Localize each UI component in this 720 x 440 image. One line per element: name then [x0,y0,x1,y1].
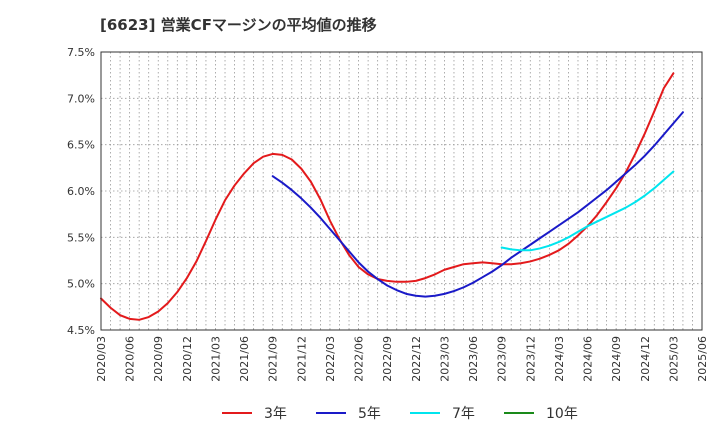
x-axis: 2020/03 2020/06 2020/09 2020/12 2021/03 2021/… [95,336,709,382]
legend-label-2: 5年 [358,406,381,422]
legend-label-4: 10年 [546,406,578,422]
series-line-1 [100,72,675,321]
y-tick-label: 6.5% [67,139,95,152]
y-tick-label: 7.5% [67,46,95,59]
x-tick-label: 2022/12 [410,336,423,382]
x-tick-label: 2024/09 [610,336,623,382]
x-tick-label: 2020/03 [95,336,108,382]
x-tick-label: 2022/06 [353,336,366,382]
series-layer [100,72,684,321]
x-tick-label: 2023/03 [438,336,451,382]
grid-layer [101,52,702,330]
x-tick-label: 2023/09 [496,336,509,382]
y-tick-label: 5.5% [67,231,95,244]
legend-label-3: 7年 [452,406,475,422]
x-tick-label: 2020/09 [152,336,165,382]
x-tick-label: 2024/03 [553,336,566,382]
series-line-2 [271,111,684,298]
x-tick-label: 2020/12 [181,336,194,382]
x-tick-label: 2020/06 [124,336,137,382]
x-tick-label: 2021/09 [267,336,280,382]
x-tick-label: 2021/03 [209,336,222,382]
x-tick-label: 2024/06 [582,336,595,382]
plot-frame [100,51,703,331]
x-tick-label: 2025/06 [696,336,709,382]
series-line-3 [500,170,675,252]
x-tick-label: 2025/03 [667,336,680,382]
x-tick-label: 2022/09 [381,336,394,382]
x-tick-label: 2023/06 [467,336,480,382]
legend: 3年 5年 7年 10年 [222,406,578,422]
y-tick-label: 6.0% [67,185,95,198]
y-tick-label: 4.5% [67,324,95,337]
x-tick-label: 2022/03 [324,336,337,382]
y-axis: 4.5% 5.0% 5.5% 6.0% 6.5% 7.0% 7.5% [67,46,95,337]
x-tick-label: 2023/12 [524,336,537,382]
x-tick-label: 2021/06 [238,336,251,382]
legend-label-1: 3年 [264,406,287,422]
y-tick-label: 5.0% [67,278,95,291]
y-tick-label: 7.0% [67,92,95,105]
x-tick-label: 2024/12 [639,336,652,382]
chart-title: [6623] 営業CFマージンの平均値の推移 [100,16,377,34]
x-tick-label: 2021/12 [295,336,308,382]
